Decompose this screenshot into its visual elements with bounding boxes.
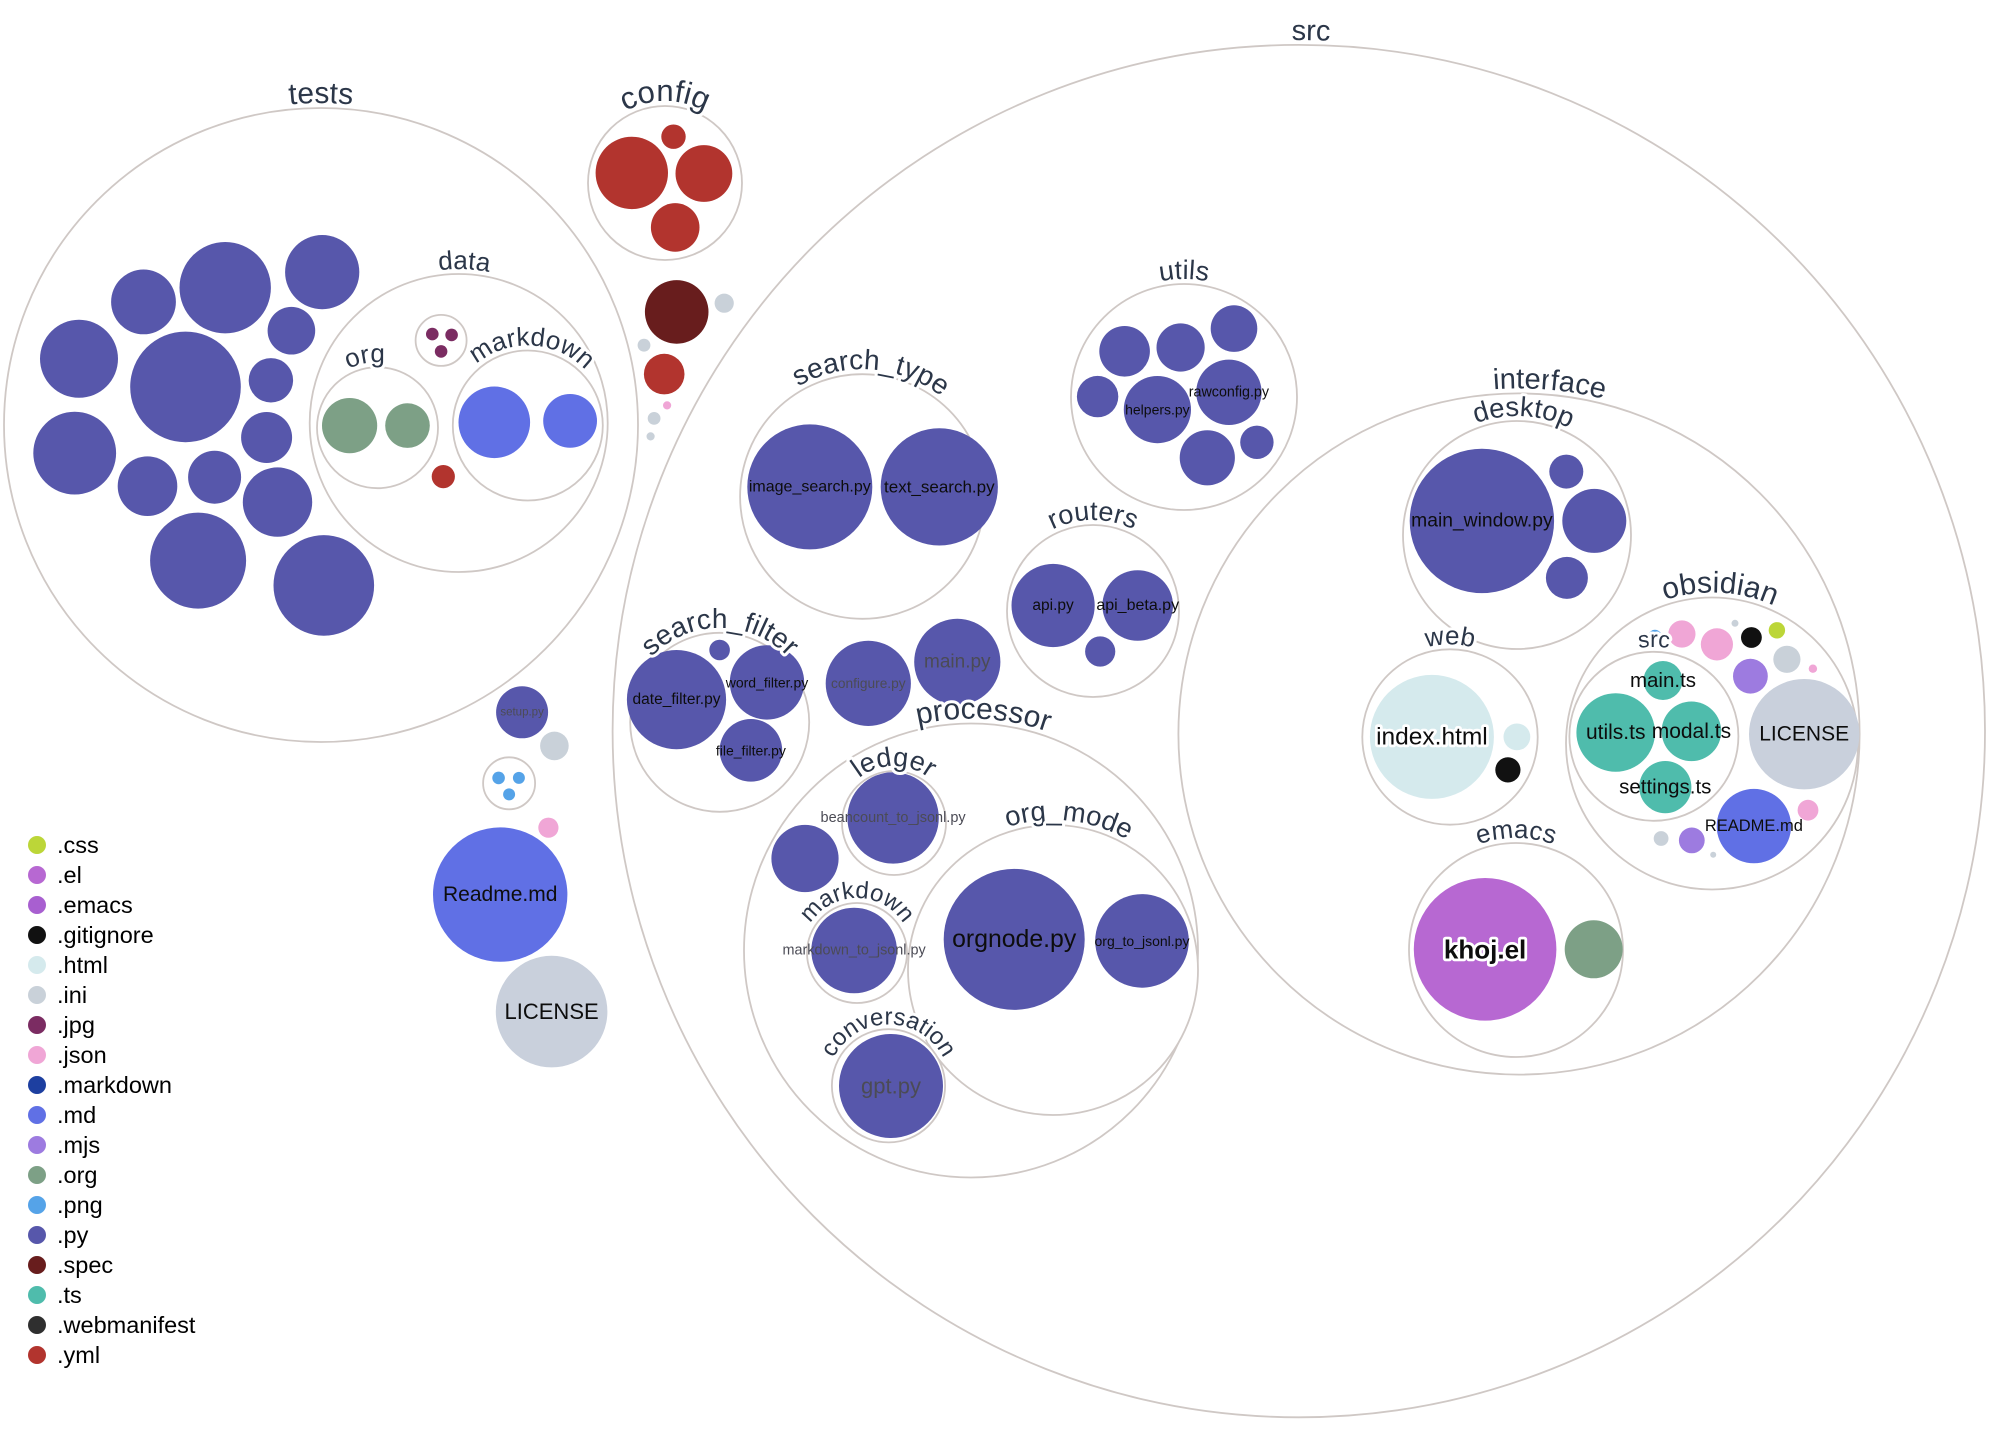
svg-text:api_beta.py: api_beta.py — [1096, 597, 1179, 614]
svg-text:.emacs: .emacs — [57, 892, 133, 918]
svg-text:.html: .html — [57, 952, 108, 978]
svg-text:data: data — [436, 244, 494, 278]
svg-text:.jpg: .jpg — [57, 1012, 95, 1038]
svg-text:.yml: .yml — [57, 1342, 100, 1368]
svg-text:khoj.el: khoj.el — [1444, 934, 1526, 964]
svg-text:README.md: README.md — [1705, 817, 1803, 835]
svg-text:LICENSE: LICENSE — [505, 999, 599, 1024]
svg-text:orgnode.py: orgnode.py — [952, 926, 1077, 953]
svg-text:utils.ts: utils.ts — [1586, 721, 1646, 744]
svg-text:index.html: index.html — [1376, 723, 1488, 750]
svg-text:.spec: .spec — [57, 1252, 113, 1278]
svg-text:LICENSE: LICENSE — [1759, 723, 1849, 746]
svg-text:.mjs: .mjs — [57, 1132, 100, 1158]
svg-text:.gitignore: .gitignore — [57, 922, 154, 948]
svg-text:setup.py: setup.py — [500, 706, 544, 718]
svg-text:beancount_to_jsonl.py: beancount_to_jsonl.py — [821, 810, 967, 826]
svg-text:markdown_to_jsonl.py: markdown_to_jsonl.py — [783, 943, 927, 959]
svg-text:date_filter.py: date_filter.py — [633, 691, 721, 708]
svg-text:text_search.py: text_search.py — [884, 477, 995, 496]
svg-text:.py: .py — [57, 1222, 89, 1248]
svg-text:.markdown: .markdown — [57, 1072, 172, 1098]
svg-text:Readme.md: Readme.md — [443, 883, 557, 906]
svg-text:src: src — [1291, 15, 1331, 48]
svg-text:.css: .css — [57, 832, 99, 858]
svg-text:modal.ts: modal.ts — [1652, 720, 1731, 743]
svg-text:api.py: api.py — [1032, 597, 1074, 614]
svg-text:.png: .png — [57, 1192, 103, 1218]
svg-text:gpt.py: gpt.py — [861, 1074, 921, 1099]
svg-text:configure.py: configure.py — [831, 676, 906, 691]
svg-text:settings.ts: settings.ts — [1619, 776, 1711, 799]
svg-text:image_search.py: image_search.py — [749, 478, 871, 495]
svg-text:src: src — [1637, 626, 1672, 653]
svg-text:.json: .json — [57, 1042, 107, 1068]
svg-text:web: web — [1422, 620, 1478, 653]
svg-text:.md: .md — [57, 1102, 96, 1128]
svg-text:.webmanifest: .webmanifest — [57, 1312, 196, 1338]
svg-text:helpers.py: helpers.py — [1125, 402, 1190, 418]
svg-text:.org: .org — [57, 1162, 98, 1188]
svg-text:word_filter.py: word_filter.py — [725, 674, 808, 690]
svg-text:main.py: main.py — [924, 651, 991, 672]
svg-text:rawconfig.py: rawconfig.py — [1189, 384, 1270, 400]
svg-text:utils: utils — [1157, 255, 1212, 287]
svg-text:.ini: .ini — [57, 982, 87, 1008]
svg-text:main_window.py: main_window.py — [1411, 510, 1553, 531]
svg-text:main.ts: main.ts — [1630, 669, 1696, 692]
svg-text:file_filter.py: file_filter.py — [716, 742, 786, 758]
svg-text:org_to_jsonl.py: org_to_jsonl.py — [1095, 933, 1190, 949]
svg-text:.ts: .ts — [57, 1282, 82, 1308]
svg-text:.el: .el — [57, 862, 82, 888]
